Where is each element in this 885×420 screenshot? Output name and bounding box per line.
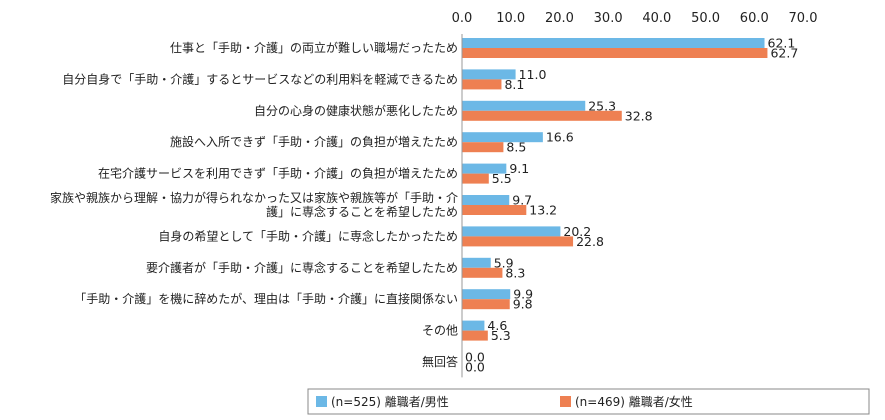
value-label: 62.1 <box>768 36 796 51</box>
value-label: 32.8 <box>625 108 653 123</box>
category-label: 家族や親族から理解・協力が得られなかった又は家族や親族等が「手助・介 <box>50 190 458 205</box>
bar-female <box>462 299 510 310</box>
category-label: 護」に専念することを希望したため <box>266 204 458 219</box>
bar-male <box>462 257 491 268</box>
category-label: その他 <box>422 324 458 338</box>
value-label: 0.0 <box>465 360 485 375</box>
value-label: 8.5 <box>506 140 526 155</box>
bar-female <box>462 173 489 184</box>
bar-male <box>462 38 765 48</box>
value-label: 9.7 <box>512 193 532 208</box>
bar-male <box>462 195 510 205</box>
bar-female <box>462 267 503 278</box>
category-label: 施設へ入所できず「手助・介護」の負担が増えたため <box>170 134 458 149</box>
value-label: 22.8 <box>576 234 604 249</box>
bar-male <box>462 100 586 111</box>
category-label: 自分自身で「手助・介護」するとサービスなどの利用料を軽減できるため <box>62 71 458 86</box>
x-tick-label: 50.0 <box>691 11 720 26</box>
value-label: 0.0 <box>465 350 485 365</box>
value-label: 9.9 <box>513 287 533 302</box>
value-label: 4.6 <box>487 318 507 333</box>
legend-label: (n=469) 離職者/女性 <box>575 394 693 409</box>
value-label: 8.3 <box>505 265 525 280</box>
bar-male <box>462 132 543 143</box>
bar-male <box>462 289 511 300</box>
bar-female <box>462 110 622 121</box>
legend-swatch <box>316 396 327 407</box>
x-tick-label: 40.0 <box>642 11 671 26</box>
bar-female <box>462 48 768 58</box>
value-label: 62.7 <box>770 46 798 61</box>
legend-box <box>307 388 870 415</box>
bar-female <box>462 142 504 153</box>
bar-male <box>462 226 561 237</box>
value-label: 9.8 <box>513 297 533 312</box>
x-tick-label: 10.0 <box>496 11 525 26</box>
value-label: 20.2 <box>563 224 591 239</box>
category-label: 「手助・介護」を機に辞めたが、理由は「手助・介護」に直接関係ない <box>74 291 458 306</box>
bars: 62.162.7 11.08.1 25.3 32.8 16.6 8.5 9.15.59.71… <box>462 36 798 375</box>
bar-female <box>462 205 527 215</box>
category-label: 自分の心身の健康状態が悪化したため <box>254 103 458 118</box>
x-axis-ticks: 0.0 10.0 20.0 30.0 40.0 50.0 60.0 70.0 <box>452 11 818 26</box>
value-label: 5.3 <box>491 328 511 343</box>
value-label: 25.3 <box>588 98 616 113</box>
category-label: 在宅介護サービスを利用できず「手助・介護」の負担が増えたため <box>98 166 458 181</box>
bar-male <box>462 320 485 331</box>
category-label: 自身の希望として「手助・介護」に専念したかったため <box>158 228 458 243</box>
bar-female <box>462 330 488 341</box>
category-label: 無回答 <box>422 354 458 369</box>
legend-label: (n=525) 離職者/男性 <box>331 395 449 409</box>
x-tick-label: 70.0 <box>789 11 818 26</box>
x-tick-label: 60.0 <box>740 11 769 26</box>
bar-male <box>462 163 507 174</box>
value-label: 5.5 <box>492 171 512 186</box>
bar-male <box>462 69 516 80</box>
category-labels: 仕事と「手助・介護」の両立が難しい職場だったため自分自身で「手助・介護」するとサ… <box>50 40 458 369</box>
value-label: 8.1 <box>504 77 524 92</box>
legend: (n=525) 離職者/男性 (n=469) 離職者/女性 <box>307 388 870 415</box>
bar-female <box>462 79 502 90</box>
x-tick-label: 30.0 <box>594 11 623 26</box>
x-tick-label: 0.0 <box>452 11 473 26</box>
value-label: 16.6 <box>546 130 574 145</box>
value-label: 11.0 <box>519 67 547 82</box>
value-label: 9.1 <box>509 161 529 176</box>
legend-swatch <box>560 396 571 407</box>
category-label: 仕事と「手助・介護」の両立が難しい職場だったため <box>170 40 458 55</box>
bar-female <box>462 236 574 247</box>
value-label: 13.2 <box>529 203 557 218</box>
x-tick-label: 20.0 <box>545 11 574 26</box>
category-label: 要介護者が「手助・介護」に専念することを希望したため <box>146 260 458 275</box>
value-label: 5.9 <box>494 255 514 270</box>
